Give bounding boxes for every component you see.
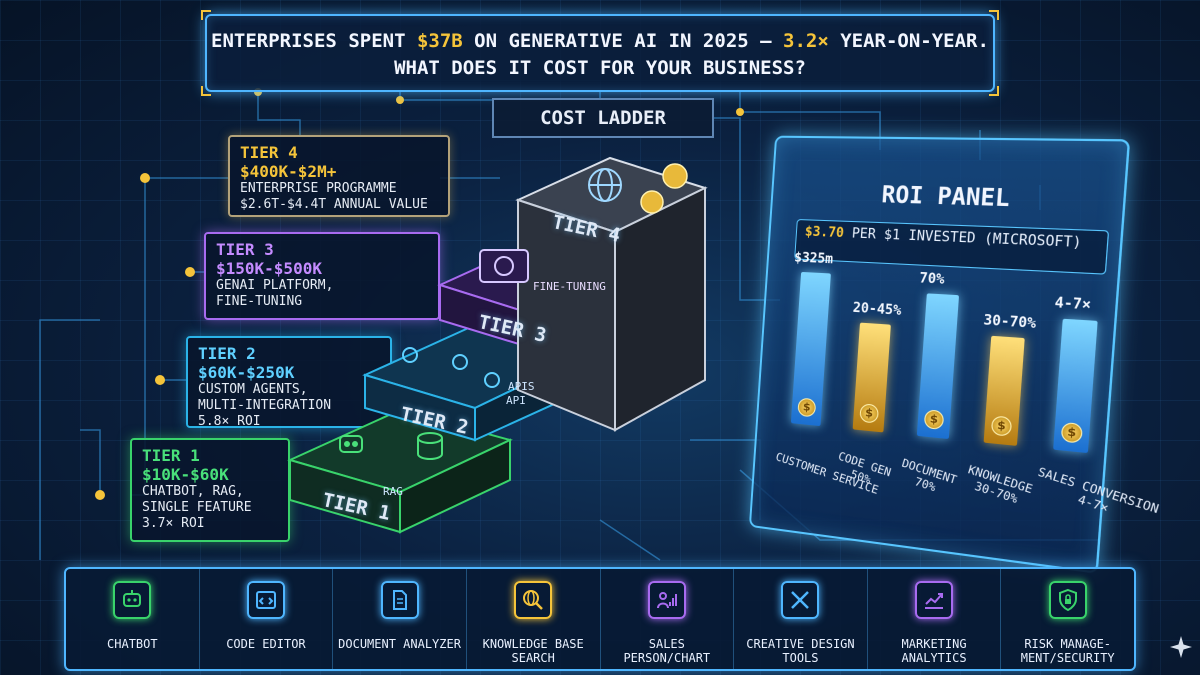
- roi-bar-value: 20-45%: [852, 300, 901, 319]
- headline-amount: $37B: [417, 30, 463, 52]
- design-tools-icon: [781, 581, 819, 619]
- ai-chip-icon: [480, 250, 528, 282]
- code-editor-icon: [247, 581, 285, 619]
- roi-bar-value: 30-70%: [983, 313, 1037, 333]
- headline-growth: 3.2×: [783, 30, 829, 52]
- roi-panel: ROI Panel $3.70 per $1 invested (Microso…: [749, 136, 1130, 574]
- tool-label: Creative Design Tools: [736, 637, 865, 665]
- roi-bar-value: 70%: [919, 271, 945, 288]
- headline-text: Enterprises spent: [211, 30, 417, 52]
- roi-bar-value: $325M: [794, 250, 834, 267]
- tool-label: Code Editor: [202, 637, 331, 651]
- roi-amount: $3.70: [804, 224, 844, 241]
- tool-document-analyzer[interactable]: Document Analyzer: [333, 569, 467, 669]
- roi-bar-value: 4-7×: [1054, 295, 1091, 314]
- use-case-toolbar: Chatbot Code Editor Document Analyzer Knowl…: [64, 567, 1136, 671]
- roi-panel-title: ROI Panel: [860, 182, 1034, 213]
- tool-label: Document Analyzer: [335, 637, 464, 651]
- headline-text-post: year-on-year.: [829, 30, 989, 52]
- rag-badge: RAG: [383, 485, 403, 498]
- tool-label: Sales Person/Chart: [603, 637, 732, 665]
- fine-tuning-badge: FINE-TUNING: [533, 280, 606, 293]
- api-badge: API: [506, 394, 526, 407]
- headline-text-mid: on generative AI in 2025 —: [463, 30, 783, 52]
- roi-subtitle-text: per $1 invested (Microsoft): [843, 226, 1082, 252]
- tier-1-roi: 3.7× ROI: [142, 516, 278, 532]
- headline-line-1: Enterprises spent $37B on generative AI …: [207, 28, 993, 55]
- chatbot-icon: [113, 581, 151, 619]
- tier-1-desc: Chatbot, RAG,: [142, 484, 278, 500]
- headline-line-2: What does it cost for your business?: [207, 55, 993, 82]
- tier-1-card: Tier 1 $10K-$60K Chatbot, RAG, Single Fe…: [130, 438, 290, 542]
- tool-creative-design-tools[interactable]: Creative Design Tools: [734, 569, 868, 669]
- globe-search-icon: [514, 581, 552, 619]
- tier-1-name: Tier 1: [142, 446, 278, 465]
- sparkle-icon: [1170, 636, 1192, 658]
- tool-label: Marketing Analytics: [870, 637, 999, 665]
- cost-ladder-label: Cost Ladder: [492, 98, 714, 138]
- tool-risk-manage-ment-security[interactable]: Risk Manage-ment/Security: [1001, 569, 1134, 669]
- tier-1-price: $10K-$60K: [142, 465, 278, 484]
- tool-label: Knowledge Base Search: [469, 637, 598, 665]
- tool-chatbot[interactable]: Chatbot: [66, 569, 200, 669]
- tool-label: Risk Manage-ment/Security: [1003, 637, 1132, 665]
- tier-1-desc: Single Feature: [142, 500, 278, 516]
- tool-sales-person-chart[interactable]: Sales Person/Chart: [601, 569, 735, 669]
- tool-knowledge-base-search[interactable]: Knowledge Base Search: [467, 569, 601, 669]
- roi-bar-chart: $ $325M Customer Service $20-45% Code Gen 50%…: [773, 261, 1111, 531]
- roi-bar-category: Document 70%: [896, 456, 958, 500]
- tool-marketing-analytics[interactable]: Marketing Analytics: [868, 569, 1002, 669]
- apis-badge: APIS: [508, 380, 535, 393]
- analytics-icon: [915, 581, 953, 619]
- tool-code-editor[interactable]: Code Editor: [200, 569, 334, 669]
- roi-bar-category: Knowledge 30-70%: [963, 463, 1035, 510]
- tool-label: Chatbot: [68, 637, 197, 651]
- lock-shield-icon: [1049, 581, 1087, 619]
- document-icon: [381, 581, 419, 619]
- sales-chart-icon: [648, 581, 686, 619]
- headline-banner: Enterprises spent $37B on generative AI …: [205, 14, 995, 92]
